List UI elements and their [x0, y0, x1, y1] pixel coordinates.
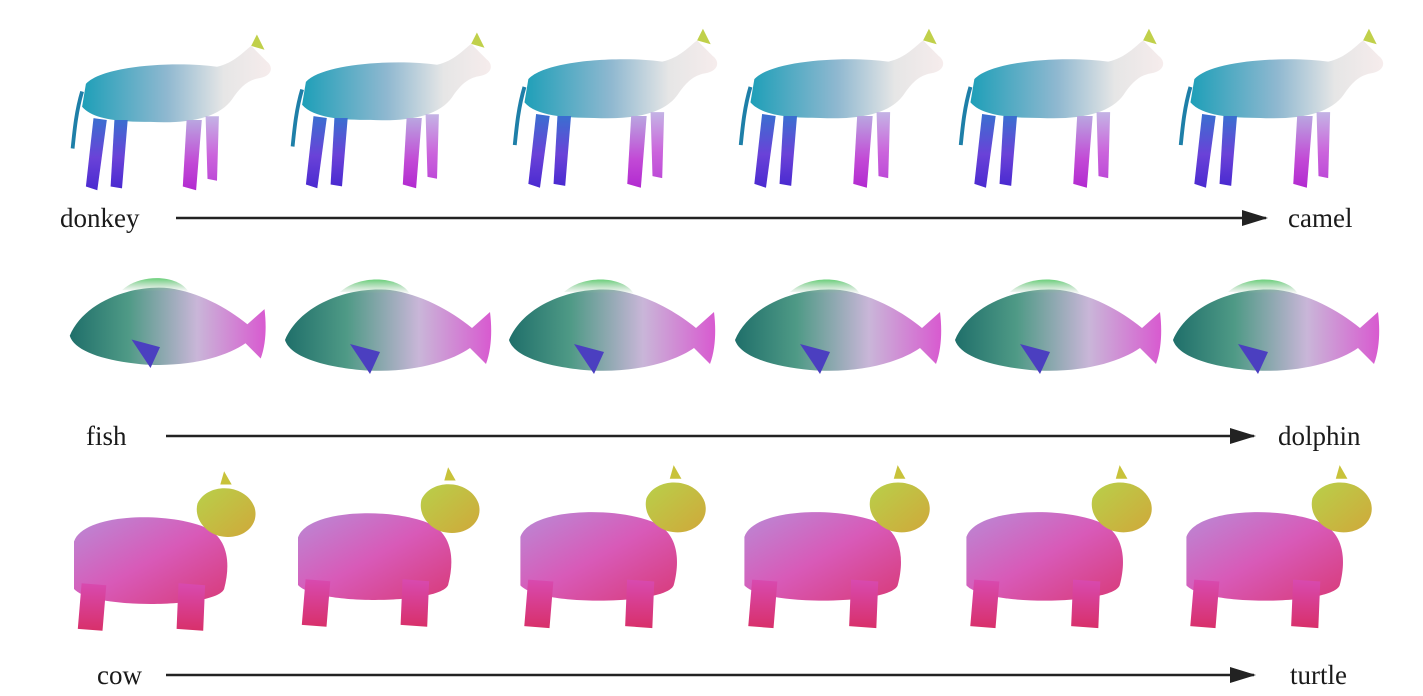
- morph-step-1-cow: [74, 471, 256, 631]
- morph-step-3: [509, 279, 716, 374]
- source-label-donkey: donkey: [60, 203, 140, 233]
- target-label-camel: camel: [1288, 203, 1353, 233]
- morph-step-5: [966, 465, 1152, 629]
- morph-step-6-camel: [1178, 26, 1386, 190]
- morph-step-1-fish: [69, 278, 266, 368]
- morph-step-6-turtle: [1186, 465, 1372, 629]
- morph-step-5: [958, 26, 1166, 190]
- target-label-dolphin: dolphin: [1278, 421, 1361, 451]
- morph-step-1-donkey: [70, 32, 273, 193]
- source-label-cow: cow: [97, 660, 142, 690]
- morph-step-5: [955, 279, 1162, 374]
- morph-step-4: [738, 26, 946, 190]
- row-donkey-camel: [70, 26, 1386, 226]
- source-label-fish: fish: [86, 421, 127, 451]
- row-cow-turtle: [74, 465, 1372, 683]
- morph-step-3: [512, 26, 720, 190]
- morph-step-6-dolphin: [1173, 279, 1380, 374]
- row-fish-dolphin: [69, 278, 1380, 444]
- morph-step-4: [735, 279, 942, 374]
- morph-step-3: [520, 465, 706, 629]
- morph-step-2: [298, 467, 480, 627]
- target-label-turtle: turtle: [1290, 660, 1347, 690]
- morph-step-2: [290, 30, 493, 191]
- morph-step-2: [285, 279, 492, 374]
- morph-step-4: [744, 465, 930, 629]
